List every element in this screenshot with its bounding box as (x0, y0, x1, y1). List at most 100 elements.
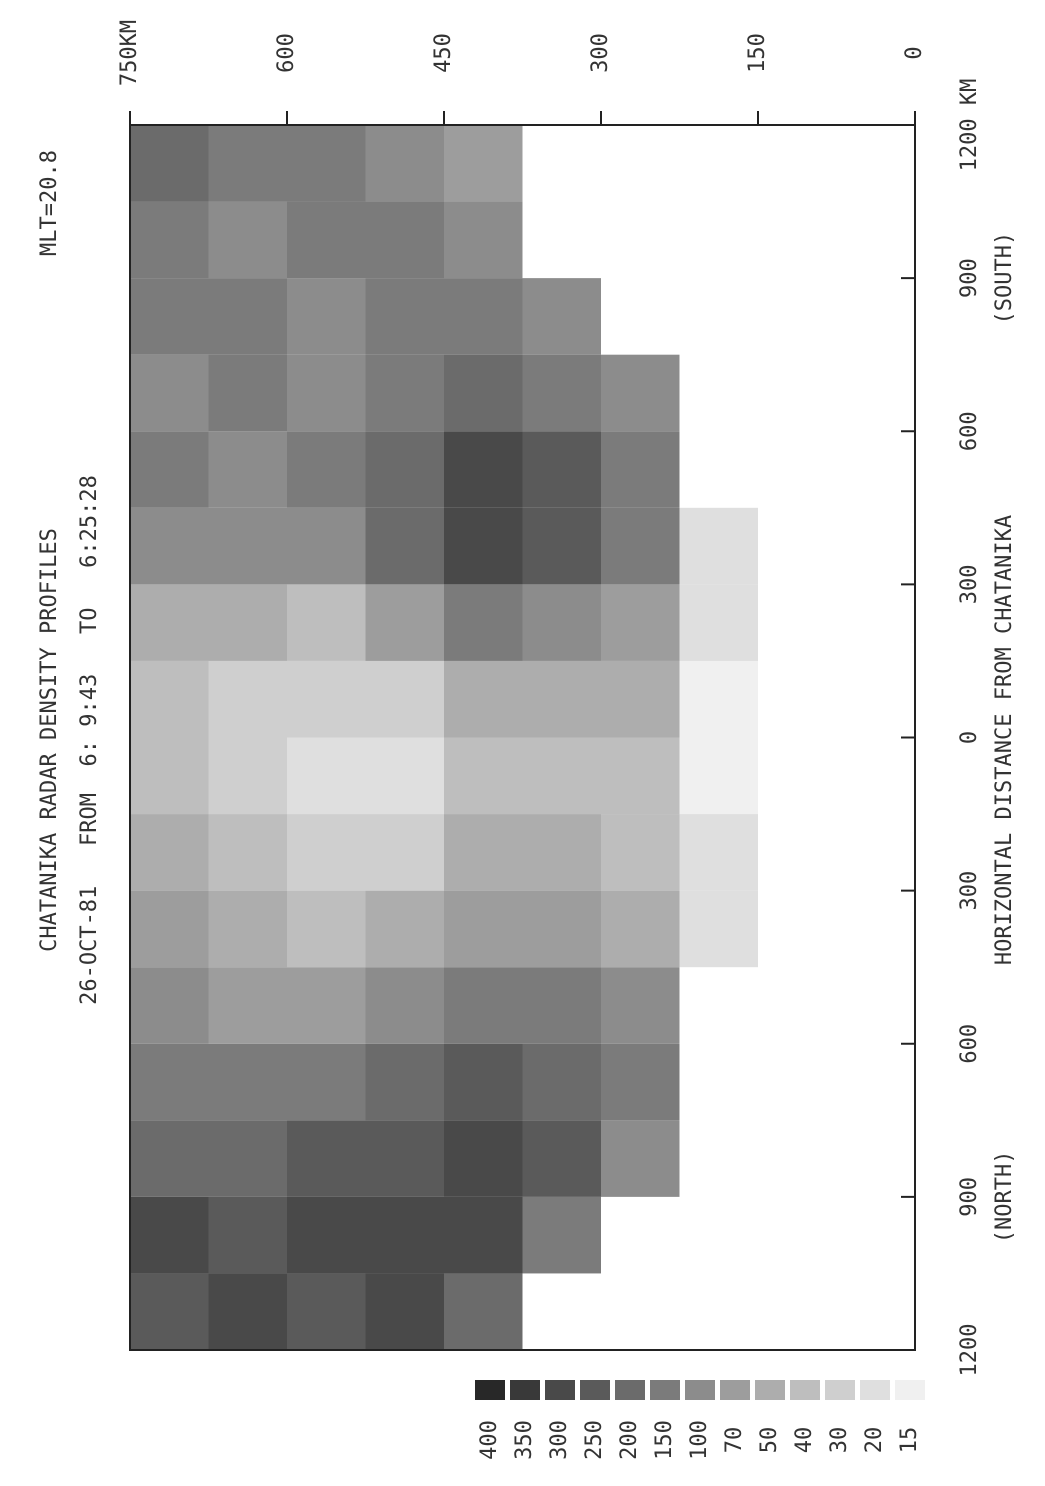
density-cell (680, 891, 759, 968)
density-cell (209, 891, 288, 968)
colorbar-label: 350 (512, 1420, 537, 1460)
density-cell (523, 661, 602, 738)
density-cell (209, 202, 288, 279)
density-cell (523, 431, 602, 508)
rotated-chart: CHATANIKA RADAR DENSITY PROFILES 26-OCT-… (37, 20, 1017, 1460)
density-cell (130, 125, 209, 202)
density-cell (601, 1120, 680, 1197)
density-cell (130, 1044, 209, 1121)
density-cell (287, 125, 366, 202)
x-tick-label: 300 (957, 871, 982, 911)
density-cell (366, 278, 445, 355)
density-cell (287, 1044, 366, 1121)
colorbar-label: 40 (792, 1427, 817, 1454)
density-cell (523, 1044, 602, 1121)
density-cell (523, 508, 602, 585)
density-cell (209, 1197, 288, 1274)
y-tick-label: 300 (588, 33, 613, 73)
density-cell (209, 508, 288, 585)
density-cell (287, 967, 366, 1044)
x-left-label: (NORTH) (992, 1151, 1017, 1244)
density-cell (444, 355, 523, 432)
y-tick-label: 450 (431, 33, 456, 73)
density-cell (601, 814, 680, 891)
x-tick-label: 300 (957, 565, 982, 605)
colorbar-swatch (895, 1380, 925, 1400)
density-cell (130, 891, 209, 968)
density-cell (209, 967, 288, 1044)
density-cell (680, 584, 759, 661)
colorbar-swatch (720, 1380, 750, 1400)
density-cell (287, 278, 366, 355)
density-cell (601, 1044, 680, 1121)
density-cell (366, 738, 445, 815)
density-cell (366, 431, 445, 508)
density-cell (209, 1044, 288, 1121)
x-tick-label: 1200 (957, 1324, 982, 1377)
density-cell (601, 355, 680, 432)
density-cell (209, 814, 288, 891)
y-tick-label: 600 (274, 33, 299, 73)
colorbar-swatch (790, 1380, 820, 1400)
y-tick-label: 0 (902, 46, 927, 59)
x-tick-label: 900 (957, 258, 982, 298)
density-cell (366, 584, 445, 661)
density-cell (130, 738, 209, 815)
density-cell (366, 355, 445, 432)
density-cell (209, 584, 288, 661)
density-cell (444, 967, 523, 1044)
colorbar-swatch (475, 1380, 505, 1400)
x-tick-label: 900 (957, 1177, 982, 1217)
density-cell (287, 1197, 366, 1274)
density-cell (523, 967, 602, 1044)
colorbar-swatch (755, 1380, 785, 1400)
density-cell (444, 661, 523, 738)
density-cell (209, 738, 288, 815)
density-cell (366, 202, 445, 279)
density-cell (130, 355, 209, 432)
colorbar-label: 20 (862, 1427, 887, 1454)
density-cell (287, 508, 366, 585)
x-tick-label: 600 (957, 1024, 982, 1064)
density-cell (130, 661, 209, 738)
density-cell (601, 584, 680, 661)
y-tick-label: 150 (745, 33, 770, 73)
density-cell (444, 431, 523, 508)
density-cell (366, 125, 445, 202)
density-cell (209, 661, 288, 738)
density-cell (287, 661, 366, 738)
x-tick-label: 1200 KM (957, 79, 982, 172)
density-cell (130, 1120, 209, 1197)
density-cell (366, 891, 445, 968)
density-cell (366, 967, 445, 1044)
density-cell (287, 814, 366, 891)
colorbar-swatch (580, 1380, 610, 1400)
density-cell (680, 814, 759, 891)
colorbar-label: 70 (722, 1427, 747, 1454)
density-cell (444, 202, 523, 279)
density-cell (130, 202, 209, 279)
density-cell (130, 278, 209, 355)
density-cell (601, 508, 680, 585)
density-cell (444, 125, 523, 202)
chart: CHATANIKA RADAR DENSITY PROFILES 26-OCT-… (0, 0, 1045, 1486)
colorbar-label: 30 (827, 1427, 852, 1454)
colorbar-swatch (650, 1380, 680, 1400)
density-cell (287, 738, 366, 815)
density-cell (601, 891, 680, 968)
colorbar-label: 50 (757, 1427, 782, 1454)
density-cell (130, 508, 209, 585)
density-cell (444, 508, 523, 585)
density-cell (287, 202, 366, 279)
density-cell (523, 738, 602, 815)
colorbar-label: 300 (547, 1420, 572, 1460)
density-cell (444, 814, 523, 891)
density-cell (209, 1120, 288, 1197)
density-cell (130, 1197, 209, 1274)
density-cell (444, 1120, 523, 1197)
density-cell (444, 891, 523, 968)
density-cell (366, 508, 445, 585)
density-cell (444, 1197, 523, 1274)
density-cell (444, 738, 523, 815)
density-cell (523, 278, 602, 355)
